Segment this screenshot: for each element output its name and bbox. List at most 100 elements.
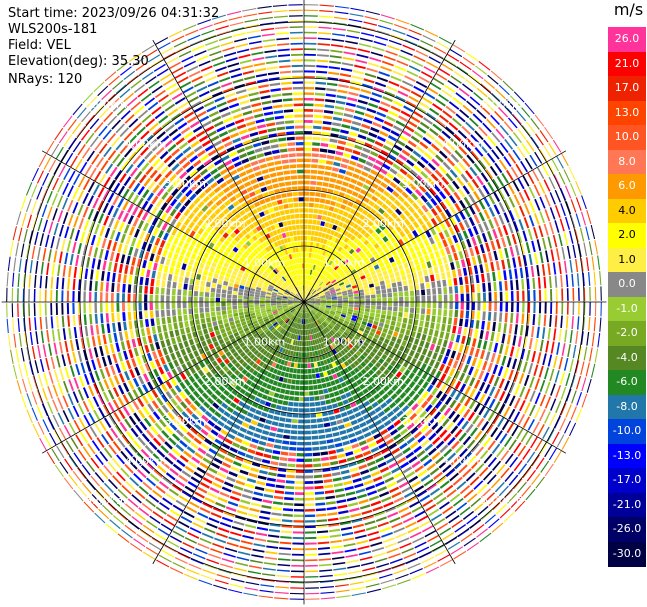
velocity-gate bbox=[286, 474, 295, 479]
velocity-gate bbox=[395, 158, 404, 166]
velocity-gate bbox=[318, 32, 332, 35]
velocity-gate bbox=[363, 224, 371, 231]
velocity-gate bbox=[331, 255, 337, 262]
velocity-gate bbox=[539, 211, 545, 224]
velocity-gate bbox=[415, 80, 428, 89]
velocity-gate bbox=[304, 324, 306, 330]
velocity-gate bbox=[345, 40, 358, 45]
velocity-gate bbox=[184, 378, 191, 387]
velocity-gate bbox=[320, 451, 329, 456]
velocity-gate bbox=[319, 261, 324, 267]
velocity-gate bbox=[569, 259, 573, 273]
velocity-gate bbox=[127, 293, 131, 302]
velocity-gate bbox=[441, 89, 453, 98]
velocity-gate bbox=[237, 365, 245, 372]
velocity-gate bbox=[255, 309, 261, 313]
velocity-gate bbox=[457, 232, 464, 242]
velocity-gate bbox=[339, 335, 345, 341]
velocity-gate bbox=[384, 476, 395, 484]
velocity-gate bbox=[364, 72, 377, 79]
velocity-gate bbox=[117, 533, 130, 543]
velocity-gate bbox=[374, 81, 387, 88]
velocity-gate bbox=[453, 252, 459, 261]
velocity-gate bbox=[302, 307, 304, 314]
velocity-gate bbox=[193, 290, 199, 297]
velocity-gate bbox=[6, 318, 9, 334]
velocity-gate bbox=[345, 252, 351, 259]
velocity-gate bbox=[334, 413, 342, 420]
velocity-gate bbox=[410, 302, 415, 308]
velocity-gate bbox=[326, 154, 335, 160]
velocity-gate bbox=[304, 164, 311, 168]
velocity-gate bbox=[249, 407, 257, 413]
velocity-gate bbox=[561, 153, 569, 167]
velocity-gate bbox=[488, 206, 496, 217]
velocity-gate bbox=[380, 447, 390, 455]
velocity-gate bbox=[352, 523, 364, 529]
velocity-gate bbox=[310, 413, 317, 418]
velocity-gate bbox=[168, 361, 175, 370]
velocity-gate bbox=[389, 428, 399, 436]
velocity-gate bbox=[466, 515, 478, 525]
velocity-gate bbox=[262, 567, 276, 571]
velocity-gate bbox=[265, 307, 272, 311]
velocity-gate bbox=[377, 24, 392, 31]
velocity-gate bbox=[311, 247, 316, 253]
velocity-gate bbox=[234, 369, 241, 376]
velocity-gate bbox=[503, 380, 510, 391]
velocity-gate bbox=[400, 49, 413, 56]
velocity-gate bbox=[161, 404, 170, 414]
velocity-gate bbox=[351, 75, 364, 80]
velocity-gate bbox=[243, 327, 250, 333]
velocity-gate bbox=[567, 344, 571, 358]
velocity-gate bbox=[60, 443, 70, 456]
velocity-gate bbox=[202, 569, 216, 575]
velocity-gate bbox=[544, 126, 554, 140]
velocity-gate bbox=[355, 534, 367, 540]
velocity-gate bbox=[466, 238, 472, 248]
velocity-gate bbox=[433, 234, 440, 243]
velocity-gate bbox=[182, 289, 187, 296]
velocity-gate bbox=[279, 417, 286, 422]
velocity-gate bbox=[199, 312, 205, 319]
velocity-gate bbox=[316, 272, 321, 278]
velocity-gate bbox=[395, 573, 409, 580]
velocity-gate bbox=[83, 314, 87, 326]
velocity-gate bbox=[324, 310, 330, 314]
velocity-gate bbox=[305, 570, 319, 573]
velocity-gate bbox=[545, 250, 549, 263]
velocity-gate bbox=[309, 329, 313, 335]
velocity-gate bbox=[177, 295, 181, 302]
velocity-gate bbox=[331, 295, 337, 298]
velocity-gate bbox=[359, 94, 370, 100]
velocity-gate bbox=[314, 321, 318, 327]
velocity-gate bbox=[357, 268, 363, 274]
velocity-gate bbox=[277, 309, 284, 312]
velocity-gate bbox=[358, 499, 369, 505]
velocity-gate bbox=[358, 43, 372, 48]
velocity-gate bbox=[290, 333, 294, 339]
velocity-gate bbox=[401, 352, 408, 360]
velocity-gate bbox=[336, 419, 344, 425]
velocity-gate bbox=[39, 316, 43, 330]
velocity-gate bbox=[368, 410, 377, 417]
velocity-gate bbox=[358, 464, 368, 470]
velocity-gate bbox=[531, 240, 536, 253]
velocity-gate bbox=[329, 534, 342, 538]
velocity-gate bbox=[142, 384, 149, 394]
velocity-gate bbox=[103, 482, 114, 494]
velocity-gate bbox=[393, 471, 404, 479]
velocity-gate bbox=[335, 312, 341, 316]
velocity-gate bbox=[273, 392, 280, 398]
velocity-gate bbox=[252, 320, 258, 325]
velocity-gate bbox=[308, 296, 315, 300]
velocity-gate bbox=[312, 258, 316, 265]
velocity-gate bbox=[372, 505, 384, 512]
velocity-gate bbox=[131, 515, 143, 526]
velocity-gate bbox=[493, 376, 500, 387]
velocity-gate bbox=[294, 396, 300, 402]
velocity-gate bbox=[319, 274, 324, 280]
velocity-gate bbox=[337, 268, 343, 274]
velocity-gate bbox=[226, 385, 234, 393]
velocity-gate bbox=[468, 193, 476, 204]
